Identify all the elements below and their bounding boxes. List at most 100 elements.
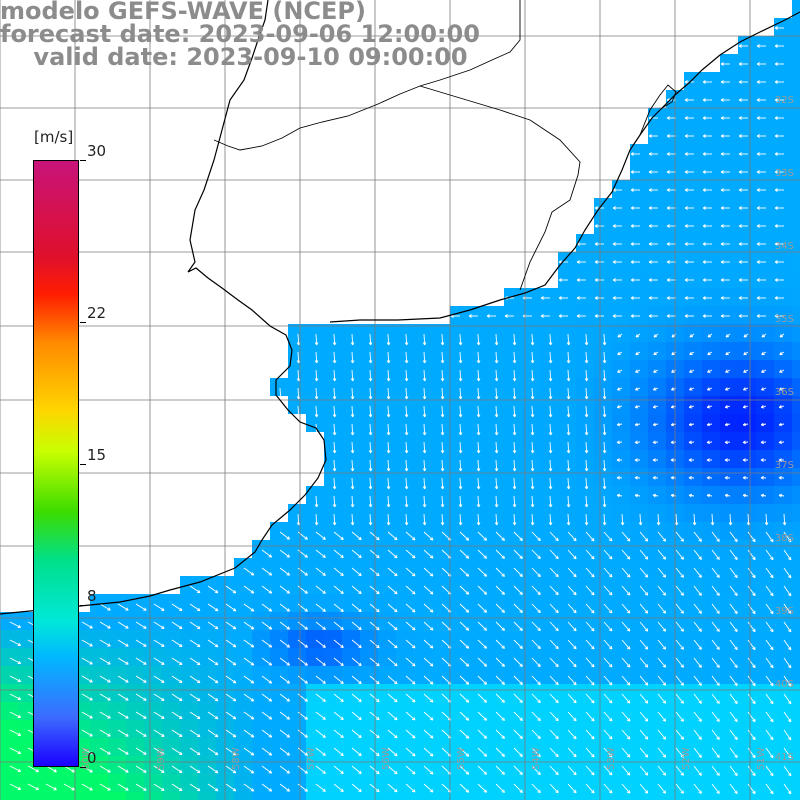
wind-arrow — [441, 477, 444, 490]
wind-arrow-head — [467, 555, 470, 559]
wind-arrow-head — [666, 117, 670, 120]
wind-arrow — [765, 729, 774, 741]
wind-cell — [738, 396, 756, 414]
wind-arrow — [261, 585, 272, 594]
wind-cell — [594, 414, 612, 432]
wind-arrow-head — [648, 171, 652, 174]
wind-arrow-head — [646, 754, 649, 758]
wind-cell — [738, 306, 756, 324]
wind-arrow-head — [198, 733, 201, 737]
wind-arrow — [369, 693, 380, 703]
wind-cell — [684, 792, 702, 800]
wind-arrow — [567, 765, 577, 776]
wind-arrow-head — [664, 574, 667, 578]
wind-arrow — [369, 765, 380, 775]
wind-arrow-head — [377, 752, 380, 756]
wind-arrow-head — [234, 662, 237, 666]
wind-arrow-head — [576, 297, 580, 300]
wind-arrow — [369, 621, 380, 631]
wind-cell — [162, 684, 180, 702]
wind-cell — [594, 432, 612, 450]
wind-arrow-head — [108, 733, 111, 737]
wind-arrow — [351, 765, 362, 774]
wind-arrow — [675, 657, 684, 668]
wind-arrow — [351, 441, 354, 454]
wind-arrow-head — [628, 538, 631, 542]
wind-cell — [360, 486, 378, 504]
wind-arrow-head — [630, 135, 634, 138]
wind-arrow — [567, 387, 570, 400]
wind-arrow — [765, 585, 774, 597]
wind-cell — [486, 486, 504, 504]
wind-arrow-head — [610, 699, 613, 704]
wind-arrow — [657, 513, 660, 526]
wind-cell — [558, 378, 576, 396]
wind-arrow-head — [756, 243, 760, 246]
wind-arrow-head — [395, 536, 398, 541]
wind-arrow-head — [628, 610, 631, 614]
wind-cell — [702, 342, 720, 360]
wind-arrow — [495, 675, 505, 685]
wind-arrow — [693, 585, 702, 596]
wind-arrow-head — [496, 360, 499, 364]
wind-cell — [0, 774, 18, 792]
wind-arrow — [423, 639, 434, 649]
wind-cell — [648, 720, 666, 738]
wind-arrow — [315, 531, 326, 540]
wind-arrow-head — [252, 590, 255, 594]
wind-arrow-head — [532, 486, 535, 490]
wind-cell — [738, 648, 756, 666]
wind-cell — [486, 378, 504, 396]
wind-arrow — [657, 783, 666, 794]
wind-cell — [756, 774, 774, 792]
wind-arrow — [333, 387, 336, 400]
wind-cell — [306, 558, 324, 576]
wind-cell — [558, 468, 576, 486]
wind-arrow-head — [287, 572, 290, 576]
wind-arrow — [675, 621, 684, 632]
wind-arrow — [531, 765, 541, 775]
wind-cell — [612, 684, 630, 702]
wind-arrow-head — [478, 468, 481, 472]
wind-arrow-head — [503, 771, 505, 775]
wind-cell — [648, 396, 666, 414]
wind-arrow — [117, 765, 129, 773]
wind-arrow — [693, 783, 702, 794]
wind-cell — [630, 576, 648, 594]
wind-arrow-head — [646, 700, 649, 704]
wind-cell — [630, 666, 648, 684]
wind-arrow-head — [467, 699, 470, 703]
wind-arrow — [693, 603, 702, 614]
wind-arrow — [549, 567, 559, 578]
wind-arrow-head — [586, 450, 589, 454]
wind-arrow-head — [305, 590, 308, 594]
wind-cell — [756, 234, 774, 252]
wind-arrow-head — [359, 734, 362, 738]
wind-arrow — [459, 423, 462, 436]
wind-arrow-head — [610, 663, 613, 668]
wind-arrow-head — [377, 716, 380, 720]
wind-cell — [720, 684, 738, 702]
wind-arrow-head — [180, 751, 183, 755]
wind-arrow-head — [586, 342, 589, 346]
wind-arrow — [477, 369, 480, 382]
wind-cell — [144, 648, 162, 666]
wind-cell — [504, 414, 522, 432]
wind-cell — [756, 180, 774, 198]
wind-arrow-head — [774, 261, 778, 264]
wind-cell — [738, 252, 756, 270]
wind-arrow-head — [532, 414, 535, 418]
wind-arrow-head — [198, 679, 201, 683]
wind-cell — [684, 540, 702, 558]
wind-cell — [594, 504, 612, 522]
wind-cell — [774, 216, 792, 234]
wind-arrow — [567, 567, 577, 578]
wind-arrow — [675, 549, 684, 560]
wind-arrow — [729, 567, 738, 578]
wind-arrow-head — [377, 662, 380, 666]
wind-arrow-head — [162, 661, 165, 665]
wind-arrow — [369, 423, 372, 436]
wind-arrow-head — [574, 753, 577, 757]
wind-arrow — [297, 729, 308, 738]
wind-cell — [288, 558, 306, 576]
